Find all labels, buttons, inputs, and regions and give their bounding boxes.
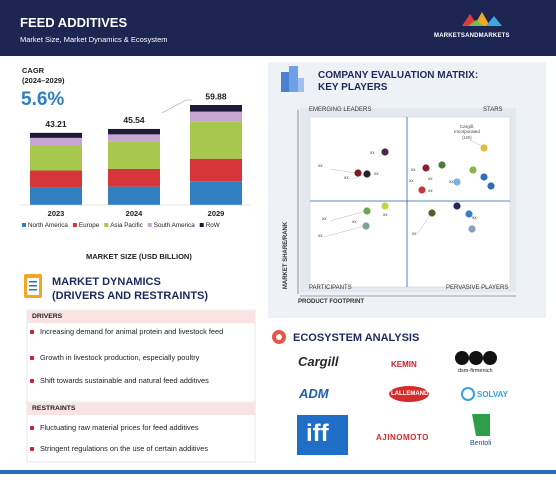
bar-segment [108, 134, 160, 142]
footer-bar [0, 470, 556, 474]
company-label: xx [428, 176, 433, 181]
logo-text: ADM [299, 386, 329, 401]
company-label: xx [472, 215, 477, 220]
drivers-heading-band [27, 311, 255, 323]
bar-segment [30, 145, 82, 171]
bar-segment [30, 187, 82, 205]
company-label: xx [428, 188, 433, 193]
quadrant-label: PERVASIVE PLAYERS [446, 285, 509, 291]
matrix-y-label: MARKET SHARE/RANK [283, 221, 290, 290]
bar-segment [190, 111, 242, 122]
cagr-period: (2024–2029) [22, 76, 65, 85]
bar-segment [190, 181, 242, 205]
restraint-item: Stringent regulations on the use of cert… [30, 444, 254, 454]
legend-swatch [104, 223, 109, 227]
bar-segment [190, 158, 242, 182]
x-tick-label: 2024 [126, 209, 144, 218]
bar-segment [190, 105, 242, 112]
x-tick-label: 2023 [48, 209, 65, 218]
legend-label: RoW [206, 222, 220, 229]
logo-text: LALLEMAND [391, 391, 429, 397]
legend-label: South America [154, 222, 195, 229]
company-label: xx [318, 163, 323, 168]
company-label: xx [374, 171, 379, 176]
legend-label: Asia Pacific [110, 222, 143, 229]
x-tick-label: 2029 [208, 209, 225, 218]
restraints-heading-band [27, 403, 255, 415]
header-band [0, 0, 556, 56]
company-label: xx [411, 167, 416, 172]
clipboard-icon [24, 274, 42, 298]
matrix-title: COMPANY EVALUATION MATRIX: [318, 70, 479, 81]
logo-text: iff [306, 420, 329, 447]
logo-text: AJINOMOTO [376, 433, 429, 442]
quadrant-label: STARS [483, 107, 503, 113]
company-label: xx [318, 233, 323, 238]
matrix-subtitle: KEY PLAYERS [318, 82, 388, 93]
matrix-x-label: PRODUCT FOOTPRINT [298, 299, 364, 305]
bar-segment [30, 132, 82, 138]
bar-segment [108, 186, 160, 205]
bar-segment [190, 121, 242, 159]
legend-swatch [199, 223, 204, 227]
brand-icon [462, 12, 502, 26]
ecosystem-title: ECOSYSTEM ANALYSIS [293, 332, 420, 344]
growth-arrow [161, 99, 192, 114]
company-label: xx [352, 219, 357, 224]
company-label: xx [370, 150, 375, 155]
company-label: Cargill, Incorporated (US) [454, 124, 480, 140]
building-icon [281, 66, 304, 92]
legend-label: North America [28, 222, 68, 229]
dynamics-subtitle: (DRIVERS AND RESTRAINTS) [52, 290, 209, 302]
chart-x-label: MARKET SIZE (USD BILLION) [86, 252, 192, 261]
legend-swatch [72, 223, 77, 227]
ecosystem-icon [272, 330, 286, 344]
logo-text: Bentoli [470, 440, 492, 447]
company-label: xx [412, 231, 417, 236]
total-label: 43.21 [45, 119, 67, 129]
quadrant-label: PARTICIPANTS [309, 285, 352, 291]
cagr-label: CAGR [22, 66, 45, 75]
bar-segment [108, 128, 160, 135]
logo-text: Cargill [298, 354, 339, 369]
company-label: xx [322, 216, 327, 221]
legend-swatch [147, 223, 152, 227]
restraints-box [26, 401, 256, 463]
quadrant-label: EMERGING LEADERS [309, 107, 372, 113]
driver-item: Growth in livestock production, especial… [30, 353, 254, 363]
drivers-heading: DRIVERS [32, 313, 63, 320]
company-label: xx [449, 179, 454, 184]
page-title: FEED ADDITIVES [20, 15, 128, 30]
company-label: xx [409, 178, 414, 183]
company-bubbles [354, 144, 495, 233]
page-subtitle: Market Size, Market Dynamics & Ecosystem [20, 35, 168, 44]
bar-segment [30, 170, 82, 188]
driver-item: Increasing demand for animal protein and… [30, 327, 254, 337]
bar-segment [108, 141, 160, 169]
company-label: xx [344, 175, 349, 180]
logo-shapes [297, 351, 497, 455]
matrix-area [309, 116, 511, 288]
bar-segment [30, 137, 82, 146]
total-label: 45.54 [123, 115, 145, 125]
restraints-heading: RESTRAINTS [32, 405, 76, 412]
restraint-item: Fluctuating raw material prices for feed… [30, 423, 254, 433]
company-label: xx [383, 212, 388, 217]
logo-text: KEMIN [391, 360, 417, 369]
logo-text: SOLVAY [477, 390, 508, 399]
total-label: 59.88 [205, 91, 227, 101]
driver-item: Shift towards sustainable and natural fe… [30, 376, 254, 386]
legend-swatch [22, 223, 26, 227]
bar-segment [108, 168, 160, 187]
logo-text: dsm-firmenich [458, 368, 493, 374]
cagr-value: 5.6% [21, 89, 65, 110]
legend-label: Europe [79, 222, 100, 229]
brand-name: MARKETSANDMARKETS [434, 33, 510, 39]
dynamics-title: MARKET DYNAMICS [52, 276, 161, 288]
